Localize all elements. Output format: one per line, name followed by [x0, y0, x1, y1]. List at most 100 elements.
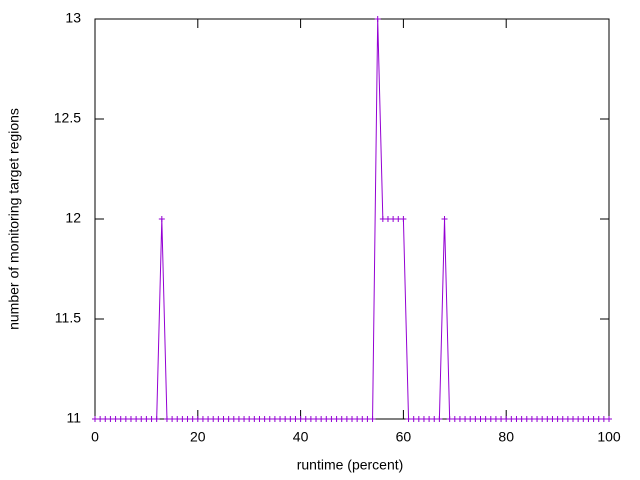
- point-marker: [92, 416, 98, 422]
- point-marker: [318, 416, 325, 422]
- point-marker: [431, 416, 438, 422]
- point-marker: [97, 416, 104, 422]
- point-marker: [564, 416, 571, 422]
- point-marker: [549, 416, 556, 422]
- point-marker: [143, 416, 150, 422]
- point-marker: [503, 416, 510, 422]
- point-marker: [215, 416, 222, 422]
- y-tick-label: 11: [66, 410, 81, 426]
- point-marker: [313, 416, 320, 422]
- point-marker: [384, 216, 391, 222]
- point-marker: [122, 416, 129, 422]
- point-marker: [369, 416, 376, 422]
- point-marker: [590, 416, 597, 422]
- point-marker: [117, 416, 124, 422]
- point-marker: [282, 416, 289, 422]
- x-tick-label: 20: [190, 429, 206, 445]
- y-tick-label: 12.5: [54, 110, 81, 126]
- point-marker: [544, 416, 551, 422]
- x-tick-label: 0: [91, 429, 99, 445]
- point-marker: [148, 416, 155, 422]
- point-marker: [374, 16, 381, 22]
- point-marker: [359, 416, 366, 422]
- point-marker: [364, 416, 371, 422]
- point-marker: [498, 416, 505, 422]
- point-marker: [477, 416, 484, 422]
- point-marker: [528, 416, 535, 422]
- point-marker: [482, 416, 489, 422]
- point-marker: [518, 416, 525, 422]
- point-marker: [575, 416, 582, 422]
- point-marker: [179, 416, 186, 422]
- point-marker: [343, 416, 350, 422]
- point-marker: [523, 416, 530, 422]
- point-marker: [127, 416, 134, 422]
- point-marker: [405, 416, 412, 422]
- point-marker: [163, 416, 170, 422]
- point-marker: [138, 416, 145, 422]
- point-marker: [462, 416, 469, 422]
- point-marker: [451, 416, 458, 422]
- point-marker: [277, 416, 284, 422]
- point-marker: [415, 416, 422, 422]
- point-marker: [153, 416, 160, 422]
- point-marker: [271, 416, 278, 422]
- point-marker: [307, 416, 314, 422]
- point-marker: [395, 216, 402, 222]
- point-marker: [446, 416, 453, 422]
- point-marker: [410, 416, 417, 422]
- point-marker: [256, 416, 263, 422]
- point-marker: [174, 416, 181, 422]
- point-marker: [456, 416, 463, 422]
- point-marker: [261, 416, 268, 422]
- point-marker: [349, 416, 355, 422]
- point-marker: [246, 416, 253, 422]
- point-marker: [189, 416, 196, 422]
- point-marker: [323, 416, 330, 422]
- x-axis-label: runtime (percent): [297, 457, 404, 473]
- x-tick-label: 60: [396, 429, 412, 445]
- point-marker: [297, 416, 304, 422]
- point-marker: [220, 416, 227, 422]
- x-tick-label: 80: [498, 429, 514, 445]
- point-marker: [554, 416, 561, 422]
- point-marker: [426, 416, 433, 422]
- point-marker: [292, 416, 299, 422]
- point-marker: [600, 416, 607, 422]
- point-marker: [112, 416, 119, 422]
- point-marker: [534, 416, 541, 422]
- point-marker: [508, 416, 515, 422]
- point-marker: [199, 416, 206, 422]
- point-marker: [338, 416, 345, 422]
- point-marker: [169, 416, 176, 422]
- point-marker: [467, 416, 474, 422]
- point-marker: [606, 416, 612, 422]
- y-tick-label: 12: [65, 210, 81, 226]
- point-marker: [354, 416, 361, 422]
- point-marker: [210, 416, 217, 422]
- point-marker: [585, 416, 592, 422]
- x-tick-label: 100: [597, 429, 621, 445]
- point-marker: [570, 416, 577, 422]
- point-marker: [133, 416, 140, 422]
- point-marker: [492, 416, 499, 422]
- point-marker: [472, 416, 479, 422]
- point-marker: [205, 416, 212, 422]
- point-marker: [251, 416, 258, 422]
- point-marker: [333, 416, 340, 422]
- point-marker: [513, 416, 520, 422]
- point-marker: [302, 416, 309, 422]
- point-marker: [436, 416, 443, 422]
- point-marker: [225, 416, 232, 422]
- point-marker: [194, 416, 201, 422]
- point-marker: [287, 416, 294, 422]
- point-marker: [184, 416, 191, 422]
- point-marker: [559, 416, 566, 422]
- x-tick-label: 40: [293, 429, 309, 445]
- point-marker: [400, 216, 407, 222]
- point-marker: [390, 216, 397, 222]
- point-marker: [580, 416, 587, 422]
